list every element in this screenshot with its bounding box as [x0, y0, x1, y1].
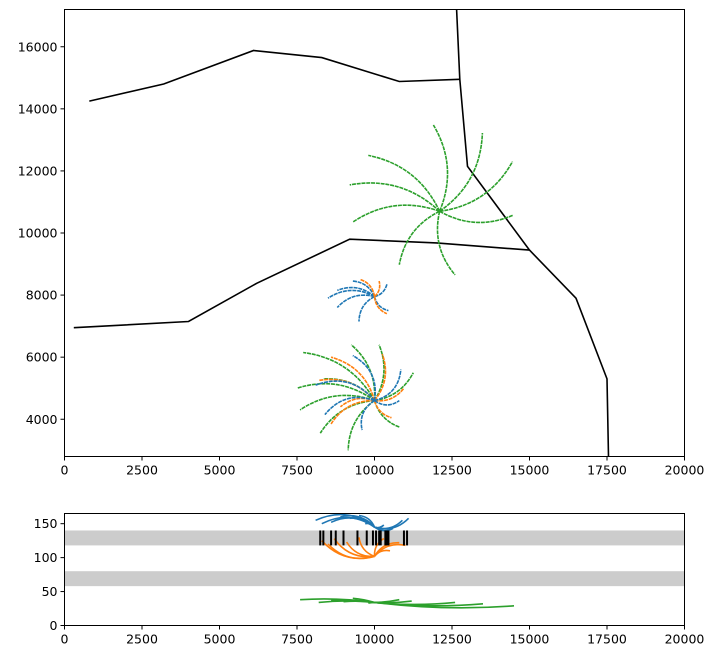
x-tick-label: 5000	[204, 463, 236, 478]
x-tick-label: 10000	[355, 632, 395, 647]
profile-track	[345, 541, 375, 558]
track-curve-orange	[360, 278, 376, 297]
x-tick-label: 7500	[281, 463, 313, 478]
bottom-plot-marks	[64, 513, 685, 609]
track-curve-green	[432, 124, 449, 212]
y-tick-label: 0	[50, 618, 58, 633]
x-tick-label: 2500	[126, 632, 158, 647]
x-tick-label: 15000	[510, 463, 550, 478]
x-tick-label: 2500	[126, 463, 158, 478]
profile-track	[368, 601, 375, 604]
track-curve-orange	[373, 296, 388, 315]
x-tick-label: 17500	[587, 463, 627, 478]
x-tick-label: 7500	[281, 632, 313, 647]
grey-band	[64, 571, 685, 587]
x-tick-label: 20000	[665, 463, 705, 478]
x-tick-label: 0	[61, 463, 69, 478]
bottom-y-axis: 0 50 100 150	[34, 516, 65, 633]
grey-band	[64, 530, 685, 546]
track-curve-blue	[358, 295, 375, 322]
profile-track	[365, 522, 376, 528]
x-tick-label: 15000	[510, 632, 550, 647]
boundary-line	[528, 249, 610, 457]
y-tick-label: 16000	[18, 39, 58, 54]
top-plot-marks	[73, 9, 610, 457]
track-curve-green	[368, 154, 441, 212]
track-curve-orange	[373, 400, 392, 419]
boundary-line	[73, 238, 530, 329]
x-tick-label: 12500	[432, 463, 472, 478]
track-curve-green	[374, 372, 415, 402]
track-curve-blue	[352, 354, 377, 401]
x-tick-label: 5000	[204, 632, 236, 647]
profile-track	[374, 601, 515, 609]
track-curve-green	[352, 204, 440, 223]
x-tick-label: 17500	[587, 632, 627, 647]
track-curve-green	[439, 210, 514, 224]
bottom-profile-plot: 0 2500 5000 7500 10000 12500 15000 17500 20000 0…	[34, 513, 705, 647]
track-curve-blue	[336, 294, 375, 309]
track-curve-blue	[374, 369, 402, 402]
track-curve-blue	[315, 380, 376, 402]
profile-track	[374, 517, 410, 530]
y-tick-label: 14000	[18, 101, 58, 116]
y-tick-label: 4000	[26, 412, 58, 427]
y-tick-label: 50	[42, 584, 58, 599]
track-curve-green	[398, 210, 440, 265]
x-tick-label: 10000	[355, 463, 395, 478]
top-y-axis: 4000 6000 8000 10000 12000 14000 16000	[18, 39, 65, 427]
profile-track	[373, 537, 385, 557]
y-tick-label: 150	[34, 516, 58, 531]
track-curve-orange	[374, 387, 405, 402]
top-map-plot: 0 2500 5000 7500 10000 12500 15000 17500 20000 4…	[18, 9, 705, 478]
y-tick-label: 10000	[18, 226, 58, 241]
bottom-plot-area	[64, 513, 685, 609]
track-curve-green	[436, 211, 456, 276]
profile-track	[358, 537, 375, 558]
boundary-line	[455, 9, 531, 251]
y-tick-label: 6000	[26, 350, 58, 365]
y-tick-label: 8000	[26, 288, 58, 303]
track-curve-blue	[324, 396, 375, 416]
y-tick-label: 100	[34, 550, 58, 565]
track-curve-orange	[330, 356, 376, 401]
track-curve-orange	[373, 280, 381, 298]
track-curve-orange	[373, 353, 387, 402]
track-curve-green	[303, 351, 376, 401]
track-curve-blue	[360, 399, 375, 431]
top-plot-area	[73, 9, 610, 457]
y-tick-label: 12000	[18, 163, 58, 178]
top-x-axis: 0 2500 5000 7500 10000 12500 15000 17500 20000	[61, 456, 705, 478]
x-tick-label: 0	[61, 632, 69, 647]
track-curve-orange	[330, 399, 375, 425]
track-curve-green	[439, 132, 484, 212]
track-curve-green	[349, 182, 441, 212]
boundary-line	[89, 49, 460, 102]
x-tick-label: 20000	[665, 632, 705, 647]
profile-track	[373, 543, 406, 557]
track-curve-blue	[327, 289, 375, 299]
track-curve-green	[296, 382, 375, 402]
track-curve-blue	[374, 399, 400, 406]
x-tick-label: 12500	[432, 632, 472, 647]
bottom-x-axis: 0 2500 5000 7500 10000 12500 15000 17500 20000	[61, 625, 705, 647]
track-curve-green	[439, 161, 514, 213]
